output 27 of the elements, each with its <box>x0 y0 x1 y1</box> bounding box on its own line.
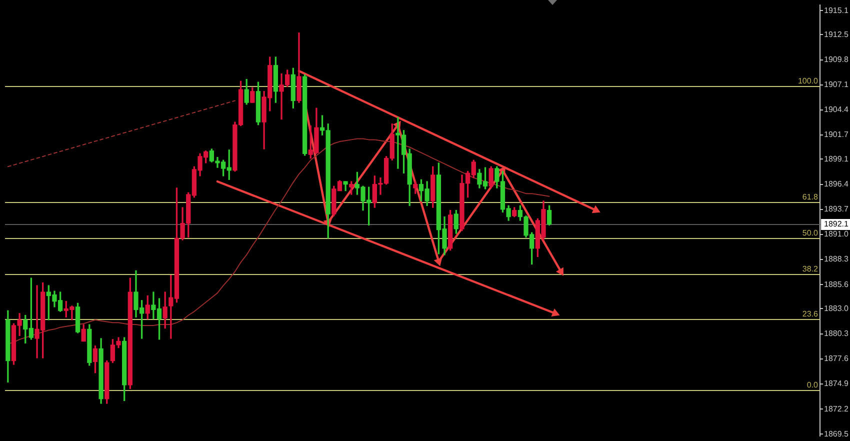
annotation: 61.8 <box>802 192 819 202</box>
y-tick-label: 1909.8 <box>824 55 850 64</box>
y-tick-label: 1896.4 <box>824 179 850 188</box>
y-tick-label: 1907.1 <box>824 80 850 90</box>
annotation: 0.0 <box>806 380 819 390</box>
annotation: 50.0 <box>802 228 819 238</box>
y-tick-label: 1904.4 <box>824 105 850 114</box>
y-tick-label: 1912.5 <box>824 30 850 39</box>
annotation: 38.2 <box>802 264 819 274</box>
y-tick-label: 1869.5 <box>824 429 850 438</box>
y-tick-label: 1891.0 <box>824 230 850 239</box>
y-tick-label: 1915.1 <box>824 6 850 15</box>
y-tick-label: 1877.6 <box>824 354 850 364</box>
y-tick-label: 1899.1 <box>824 154 850 164</box>
y-tick-label: 1880.3 <box>824 329 850 338</box>
y-tick-label: 1872.2 <box>824 404 850 414</box>
point <box>556 267 564 276</box>
y-tick-label: 1893.7 <box>824 204 850 214</box>
y-tick-label: 1883.0 <box>824 304 850 313</box>
y-tick-label: 1888.3 <box>824 254 850 264</box>
y-tick-label: 1885.6 <box>824 280 850 289</box>
annotation: 100.0 <box>798 76 819 86</box>
point <box>434 258 442 266</box>
y-tick-label: 1901.7 <box>824 130 850 140</box>
ref-line-label: 1892.1 <box>824 220 850 229</box>
annotation: 23.6 <box>802 310 819 319</box>
y-tick-label: 1874.9 <box>824 379 850 388</box>
